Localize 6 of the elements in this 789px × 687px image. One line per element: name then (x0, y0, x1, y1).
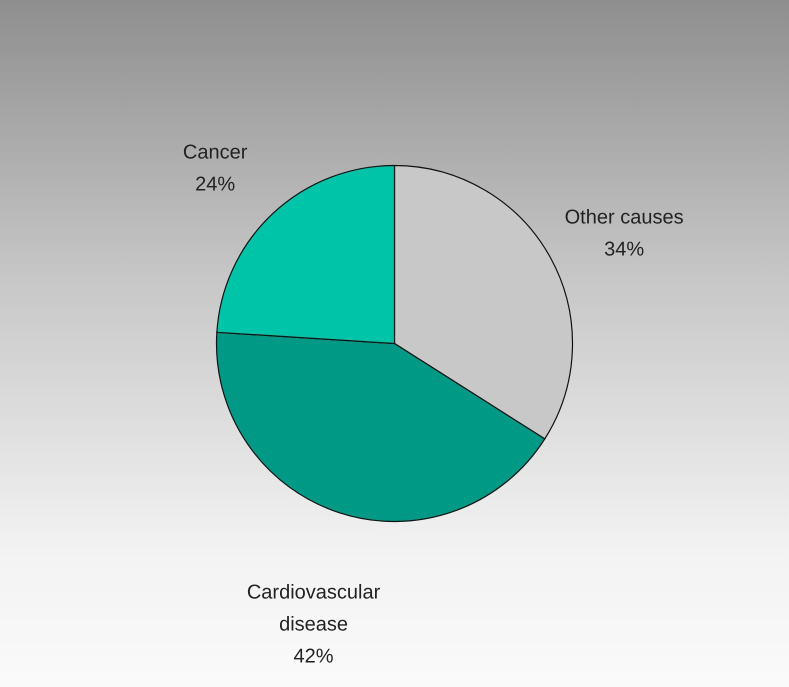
slice-label: Cancer (182, 142, 248, 164)
slice-label: Cardiovascular disease (246, 582, 381, 636)
slice-label: Other causes (564, 206, 684, 228)
data-label: 34% (604, 238, 644, 260)
data-label: 24% (195, 174, 236, 196)
data-label: 42% (294, 646, 334, 668)
